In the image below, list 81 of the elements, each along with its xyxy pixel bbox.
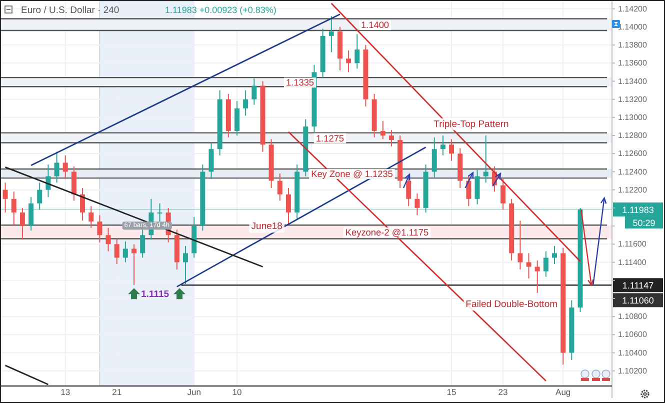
y-tick-label: 1.11400 — [618, 258, 647, 267]
candlestick — [71, 166, 76, 202]
annotation: Triple-Top Pattern — [434, 118, 509, 130]
y-tick-label: 1.12200 — [618, 185, 648, 194]
candlestick — [97, 214, 102, 243]
y-tick-label: 1.12600 — [618, 149, 648, 158]
y-tick-label: 1.13000 — [618, 112, 648, 122]
candlestick — [449, 138, 454, 162]
candlestick — [106, 227, 111, 252]
x-tick-label: Aug — [556, 387, 571, 398]
y-tick-label: 1.10600 — [618, 330, 648, 340]
candlestick — [440, 135, 446, 156]
chart-subtitle: 1.11983 +0.00923 (+0.83%) — [165, 5, 276, 15]
candlestick — [474, 169, 480, 205]
candlestick — [243, 90, 248, 116]
candlestick — [414, 192, 420, 216]
candlestick — [500, 178, 506, 210]
y-tick-label: 1.14200 — [618, 4, 648, 14]
annotation: 1.1115 — [141, 289, 170, 300]
x-tick-label: 13 — [60, 387, 70, 398]
y-tick-label: 1.10400 — [618, 348, 648, 358]
candlestick — [543, 250, 548, 278]
band-label: 1.1275 — [316, 133, 344, 144]
y-tick-label: 1.11600 — [618, 240, 647, 249]
y-tick-label: 1.12800 — [618, 131, 648, 140]
candlestick — [354, 34, 360, 70]
y-tick-label: 1.10800 — [618, 312, 648, 322]
x-tick-label: 10 — [232, 387, 242, 398]
candlestick — [62, 154, 68, 180]
x-tick-label: 21 — [112, 387, 122, 398]
candlestick — [518, 220, 523, 270]
candlestick — [286, 188, 291, 226]
y-tick-label: 1.14000 — [618, 22, 648, 32]
y-tick-label: 1.13400 — [618, 76, 648, 86]
candlestick — [534, 260, 540, 294]
band-label: Keyzone-2 @1.1175 — [345, 227, 429, 238]
candlestick — [88, 206, 94, 228]
candlestick — [157, 202, 162, 222]
text: 50:29 — [632, 218, 656, 228]
candlestick — [183, 245, 188, 284]
candlestick — [114, 238, 120, 265]
y-tick-label: 1.12400 — [618, 167, 648, 176]
y-tick-label: 1.13600 — [618, 58, 648, 68]
candlestick — [11, 191, 16, 227]
candlestick — [552, 245, 558, 265]
candlestick — [54, 151, 60, 184]
candlestick — [483, 135, 488, 184]
candlestick — [277, 173, 282, 202]
candlestick — [380, 120, 386, 140]
x-tick-label: 23 — [498, 387, 508, 398]
candlestick — [20, 207, 25, 240]
candlestick — [526, 252, 532, 280]
y-tick-label: 1.13200 — [618, 94, 648, 104]
candlestick — [432, 136, 437, 178]
candlestick — [252, 78, 257, 106]
x-tick-label: 15 — [446, 387, 457, 398]
candlestick — [208, 142, 214, 180]
x-tick-label: Jun — [187, 387, 202, 398]
candlestick — [80, 188, 86, 222]
candlestick — [346, 50, 352, 73]
band-label: Key Zone @ 1.1235 — [311, 169, 393, 180]
candlestick — [122, 240, 128, 263]
y-tick-label: 1.13800 — [618, 40, 648, 50]
band-label: 1.1400 — [360, 20, 390, 30]
candlestick — [466, 174, 472, 207]
candlestick — [37, 182, 42, 210]
candlestick — [28, 196, 34, 232]
candlestick — [234, 100, 240, 136]
y-tick-label: 1.10200 — [618, 366, 648, 376]
candlestick — [2, 182, 8, 213]
band-label: 1.1335 — [286, 78, 314, 88]
text: 1.11060 — [622, 296, 654, 306]
candlestick — [388, 130, 394, 147]
ref-line-label: 1.11147 — [622, 280, 654, 291]
candlestick — [328, 16, 334, 53]
annotation: June18 — [251, 221, 282, 232]
chart-title: Euro / U.S. Dollar · 240 — [21, 5, 120, 16]
candlestick — [132, 244, 137, 286]
candlestick — [140, 227, 146, 258]
annotation: Failed Double-Bottom — [466, 299, 558, 310]
ref-line-label: 1.11983 — [622, 204, 654, 215]
